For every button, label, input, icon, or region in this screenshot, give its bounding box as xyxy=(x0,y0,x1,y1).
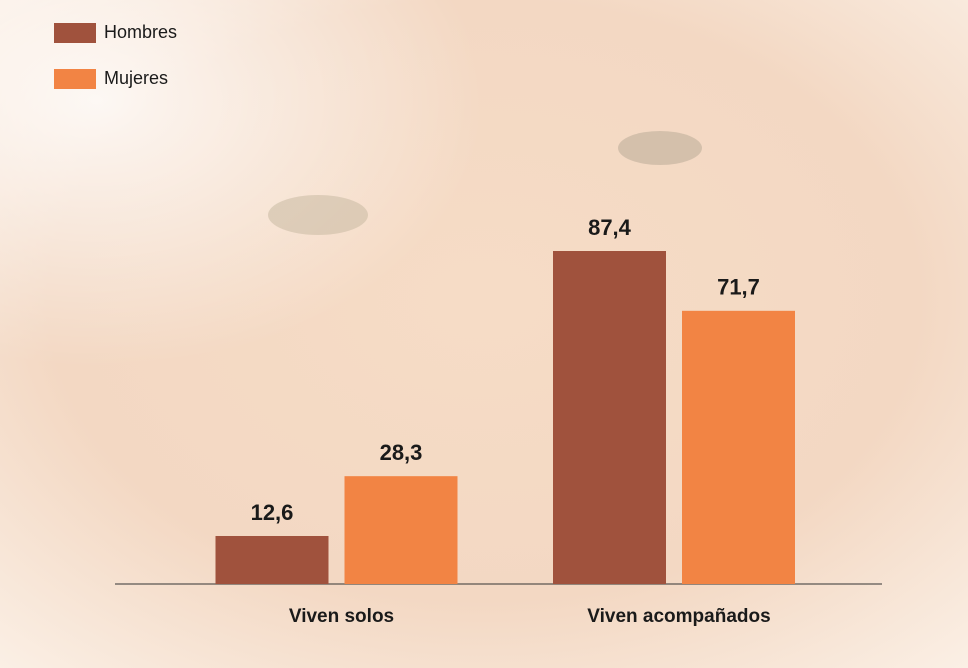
page: {"chart_data": {"type": "bar", "categori… xyxy=(0,0,968,668)
bar xyxy=(682,311,795,584)
value-label: 71,7 xyxy=(717,275,760,300)
legend-label: Hombres xyxy=(104,22,177,42)
bar xyxy=(345,476,458,584)
chart: Hombres Mujeres Viven solos 12,6 28,3 Viven a… xyxy=(0,0,968,668)
background-glow xyxy=(0,0,968,668)
category-label: Viven acompañados xyxy=(587,606,770,627)
background-eye xyxy=(618,131,702,165)
value-label: 87,4 xyxy=(588,215,632,240)
category-label: Viven solos xyxy=(289,606,394,627)
legend-swatch xyxy=(54,23,96,43)
bar xyxy=(216,536,329,584)
legend-swatch xyxy=(54,69,96,89)
legend-label: Mujeres xyxy=(104,68,168,88)
value-label: 12,6 xyxy=(251,500,294,525)
background-eye xyxy=(268,195,368,235)
value-label: 28,3 xyxy=(380,440,423,465)
bar xyxy=(553,251,666,584)
